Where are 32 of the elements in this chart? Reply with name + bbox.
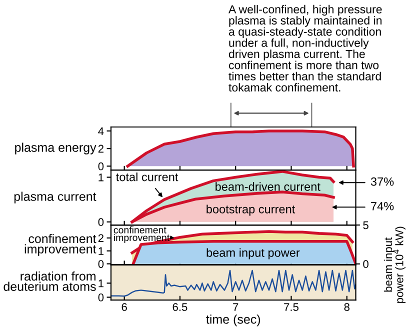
y-axis-title: radiation from deuterium atoms — [4, 271, 96, 291]
y-tick-label: 2 — [98, 144, 104, 153]
y-tick-label: 4 — [98, 127, 104, 135]
y-tick-label: 0 — [98, 218, 104, 226]
y2-axis-title: beam input power (10$^{4}$ kW) — [384, 226, 406, 303]
y-tick-label: 0 — [98, 162, 104, 170]
y2-tick-label: 0 — [363, 260, 368, 268]
x-tick-label: 8 — [344, 303, 350, 311]
y-tick-label: 0 — [98, 260, 104, 268]
x-axis-title: time (sec) — [206, 314, 260, 326]
y-axis-title: plasma current — [14, 192, 96, 204]
y-tick-label: 1 — [98, 280, 104, 288]
annotation: beam-driven current — [216, 182, 320, 191]
y-tick-label: 1 — [98, 174, 104, 182]
x-tick-label: 7.5 — [284, 303, 298, 311]
text: A well-confined, high pressure plasma is stably maintained in a quasi-steady-state condition under a full, non-inductively driven plasma current. The confinement is more than two times better than the standard tokamak confinement. — [228, 4, 382, 92]
y-tick-label: 2 — [98, 234, 104, 242]
line-series — [110, 270, 356, 297]
annotation: 37% — [370, 177, 394, 186]
y2-tick-label: 5 — [363, 221, 368, 230]
y-tick-label: 1 — [98, 247, 104, 255]
annotation: bootstrap current — [206, 204, 296, 216]
y-tick-label: 0 — [98, 294, 104, 302]
annotation: confinement improvement — [114, 226, 170, 243]
y-axis-title: confinement improvement — [24, 234, 96, 256]
y-axis-title: plasma energy — [15, 142, 96, 154]
x-tick-label: 6 — [122, 303, 127, 311]
annotation: beam input power — [206, 248, 300, 260]
annotation: total current — [116, 172, 178, 182]
x-tick-label: 6.5 — [172, 303, 188, 311]
x-tick-label: 7 — [233, 303, 238, 311]
annotation: 74% — [371, 202, 394, 210]
